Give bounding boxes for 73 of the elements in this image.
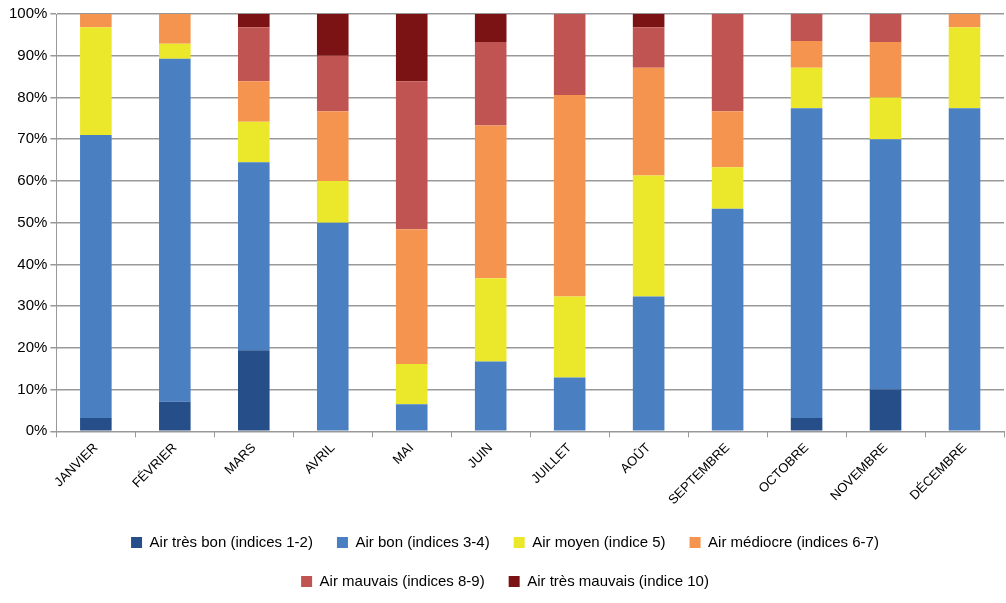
legend-label: Air moyen (indice 5) xyxy=(532,532,666,550)
bar xyxy=(869,41,902,98)
bar xyxy=(316,222,349,431)
bar xyxy=(790,108,823,418)
bar xyxy=(711,14,744,112)
legend-label: Air très bon (indices 1-2) xyxy=(149,532,313,550)
y-tick-label: 70% xyxy=(17,129,48,147)
bar xyxy=(632,175,665,297)
bar xyxy=(395,404,428,431)
bar xyxy=(869,139,902,390)
bar xyxy=(80,135,112,418)
bar xyxy=(948,14,981,28)
y-tick-label: 20% xyxy=(17,337,48,355)
bar xyxy=(159,43,191,59)
bar xyxy=(948,27,981,109)
legend-label: Air mauvais (indices 8-9) xyxy=(319,571,485,589)
legend-label: Air médiocre (indices 6-7) xyxy=(708,532,879,550)
bar xyxy=(316,180,349,223)
bar xyxy=(632,296,665,431)
legend-label: Air très mauvais (indice 10) xyxy=(527,571,709,589)
bar xyxy=(80,417,112,431)
bar xyxy=(553,14,586,95)
bar xyxy=(711,208,744,431)
y-tick-label: 10% xyxy=(17,379,48,397)
bar xyxy=(80,27,112,136)
bar xyxy=(632,14,665,28)
bar xyxy=(790,417,823,431)
bar xyxy=(316,55,349,112)
bar xyxy=(237,14,270,28)
bar xyxy=(553,377,586,431)
bar xyxy=(790,67,823,109)
bar xyxy=(237,81,270,122)
bar xyxy=(395,364,428,405)
bar xyxy=(474,125,507,279)
bar xyxy=(474,41,507,126)
bar xyxy=(159,58,191,402)
bar xyxy=(159,401,191,431)
y-tick-label: 40% xyxy=(17,254,48,272)
bar xyxy=(869,97,902,140)
y-tick-label: 50% xyxy=(17,212,48,230)
bar xyxy=(711,111,744,168)
bar xyxy=(237,350,270,431)
bar xyxy=(948,108,981,431)
bar xyxy=(474,278,507,362)
bar xyxy=(474,361,507,431)
bar xyxy=(553,296,586,378)
bar xyxy=(395,81,428,230)
bar xyxy=(80,14,112,28)
y-tick-label: 30% xyxy=(17,296,48,314)
bar xyxy=(395,229,428,365)
bar xyxy=(790,14,823,42)
bar xyxy=(237,121,270,163)
bar xyxy=(159,14,191,44)
legend-label: Air bon (indices 3-4) xyxy=(355,532,490,550)
bar xyxy=(474,14,507,42)
bar xyxy=(316,111,349,181)
x-tick-label: MAI xyxy=(389,439,417,467)
y-tick-label: 60% xyxy=(17,171,48,189)
bar xyxy=(869,389,902,431)
bar xyxy=(316,14,349,56)
y-tick-label: 0% xyxy=(25,421,48,439)
bar xyxy=(395,14,428,82)
bar xyxy=(237,27,270,82)
bar xyxy=(869,14,902,42)
y-tick-label: 90% xyxy=(17,45,48,63)
y-tick-label: 80% xyxy=(17,87,48,105)
bar xyxy=(553,94,586,297)
bar xyxy=(237,162,270,351)
bar xyxy=(632,27,665,68)
bar xyxy=(711,167,744,209)
bar xyxy=(632,67,665,176)
y-tick-label: 100% xyxy=(8,4,48,22)
bar xyxy=(790,41,823,68)
